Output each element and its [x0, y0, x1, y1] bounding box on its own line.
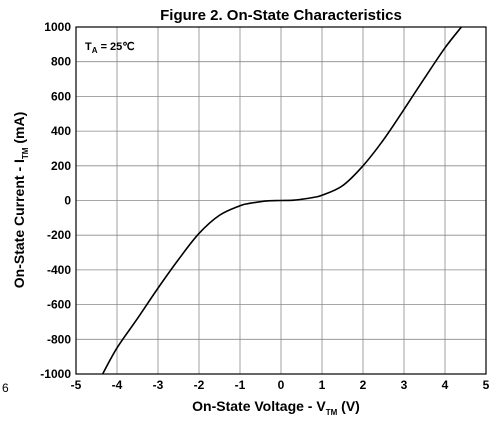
y-tick-label: 600 — [51, 89, 71, 103]
x-tick-labels: -5 -4 -3 -2 -1 0 1 2 3 4 5 — [71, 378, 489, 392]
y-tick-labels: 1000 800 600 400 200 0 -200 -400 -600 -800 -1000 — [40, 20, 71, 381]
y-tick-label: 0 — [64, 194, 71, 208]
stray-label: 6 — [2, 381, 9, 395]
x-tick-label: 3 — [401, 378, 408, 392]
x-tick-label: -2 — [194, 378, 205, 392]
x-tick-label: 0 — [278, 378, 285, 392]
plot-frame — [75, 26, 487, 375]
y-tick-label: -1000 — [40, 367, 71, 381]
x-tick-label: -4 — [112, 378, 123, 392]
x-tick-label: 2 — [360, 378, 367, 392]
chart-title: Figure 2. On-State Characteristics — [160, 7, 402, 24]
y-tick-label: 200 — [51, 159, 71, 173]
x-tick-label: 5 — [483, 378, 489, 392]
x-tick-label: 1 — [319, 378, 326, 392]
y-tick-label: 1000 — [44, 20, 71, 34]
y-tick-label: -400 — [47, 263, 71, 277]
y-axis-label: On-State Current - ITM (mA) — [11, 112, 30, 288]
x-tick-label: 4 — [442, 378, 449, 392]
x-axis-label: On-State Voltage - VTM (V) — [192, 398, 360, 417]
x-tick-label: -1 — [235, 378, 246, 392]
temperature-annotation: TA = 25℃ — [85, 41, 135, 55]
series-line — [101, 26, 463, 375]
x-tick-label: -5 — [71, 378, 82, 392]
y-tick-label: -800 — [47, 332, 71, 346]
y-tick-label: -600 — [47, 298, 71, 312]
y-tick-label: 800 — [51, 55, 71, 69]
x-tick-label: -3 — [153, 378, 164, 392]
y-tick-label: -200 — [47, 228, 71, 242]
y-tick-label: 400 — [51, 124, 71, 138]
